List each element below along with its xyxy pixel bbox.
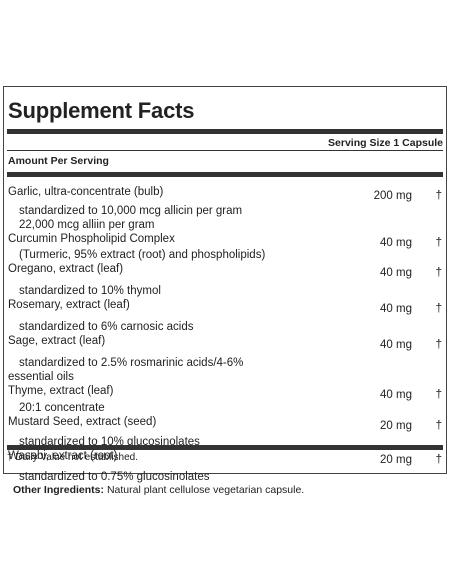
thick-divider <box>7 129 443 134</box>
other-ingredients-text: Natural plant cellulose vegetarian capsu… <box>106 484 305 496</box>
ingredient-detail: standardized to 6% carnosic acids <box>19 321 194 333</box>
daily-value-footnote: † Daily Value not established. <box>7 452 139 463</box>
other-ingredients: Other Ingredients: Natural plant cellulo… <box>13 484 304 496</box>
ingredient-name: Oregano, extract (leaf) <box>8 263 124 275</box>
ingredient-amount: 40 mg <box>380 303 412 315</box>
ingredient-name: Curcumin Phospholipid Complex <box>8 233 175 245</box>
ingredient-amount: 40 mg <box>380 389 412 401</box>
ingredient-row: Garlic, ultra-concentrate (bulb) 200 mg … <box>7 185 443 232</box>
ingredient-amount: 20 mg <box>380 454 412 466</box>
thick-divider <box>7 445 443 450</box>
other-ingredients-label: Other Ingredients: <box>13 484 105 496</box>
ingredient-row: Wasabi, extract (root) 20 mg † standardi… <box>7 449 443 484</box>
ingredient-detail: 22,000 mcg alliin per gram <box>19 219 155 231</box>
supplement-facts-panel: Supplement Facts Serving Size 1 Capsule … <box>3 86 447 483</box>
thin-divider <box>7 150 443 151</box>
daily-value-mark: † <box>435 420 442 432</box>
daily-value-mark: † <box>435 190 442 202</box>
thick-divider <box>7 172 443 177</box>
daily-value-mark: † <box>435 303 442 315</box>
ingredient-name: Wasabi, extract (root) <box>8 450 118 462</box>
ingredient-amount: 40 mg <box>380 339 412 351</box>
ingredient-amount: 200 mg <box>373 190 412 202</box>
ingredient-amount: 40 mg <box>380 237 412 249</box>
ingredient-amount: 20 mg <box>380 420 412 432</box>
ingredient-detail: standardized to 2.5% rosmarinic acids/4-… <box>8 357 244 383</box>
daily-value-mark: † <box>435 454 442 466</box>
daily-value-mark: † <box>435 339 442 351</box>
ingredient-row: Sage, extract (leaf) 40 mg † standardize… <box>7 334 443 384</box>
ingredient-name: Thyme, extract (leaf) <box>8 385 114 397</box>
ingredient-row: Thyme, extract (leaf) 40 mg † 20:1 conce… <box>7 384 443 415</box>
ingredient-row: Curcumin Phospholipid Complex 40 mg † (T… <box>7 232 443 262</box>
ingredient-list: Garlic, ultra-concentrate (bulb) 200 mg … <box>7 185 443 484</box>
ingredient-name: Sage, extract (leaf) <box>8 335 106 347</box>
ingredient-amount: 40 mg <box>380 267 412 279</box>
ingredient-detail: standardized to 10% thymol <box>19 285 161 297</box>
daily-value-mark: † <box>435 267 442 279</box>
ingredient-row: Mustard Seed, extract (seed) 20 mg † sta… <box>7 415 443 449</box>
ingredient-name: Mustard Seed, extract (seed) <box>8 416 157 428</box>
ingredient-row: Rosemary, extract (leaf) 40 mg † standar… <box>7 298 443 334</box>
daily-value-mark: † <box>435 237 442 249</box>
daily-value-mark: † <box>435 389 442 401</box>
ingredient-row: Oregano, extract (leaf) 40 mg † standard… <box>7 262 443 298</box>
panel-title: Supplement Facts <box>8 98 195 123</box>
ingredient-name: Rosemary, extract (leaf) <box>8 299 130 311</box>
ingredient-detail: 20:1 concentrate <box>19 402 105 414</box>
ingredient-name: Garlic, ultra-concentrate (bulb) <box>8 186 164 198</box>
ingredient-detail: standardized to 10,000 mcg allicin per g… <box>19 205 243 217</box>
amount-per-serving-heading: Amount Per Serving <box>8 155 109 167</box>
ingredient-detail: standardized to 0.75% glucosinolates <box>19 471 210 483</box>
ingredient-detail: (Turmeric, 95% extract (root) and phosph… <box>19 249 266 261</box>
serving-size: Serving Size 1 Capsule <box>328 137 443 149</box>
